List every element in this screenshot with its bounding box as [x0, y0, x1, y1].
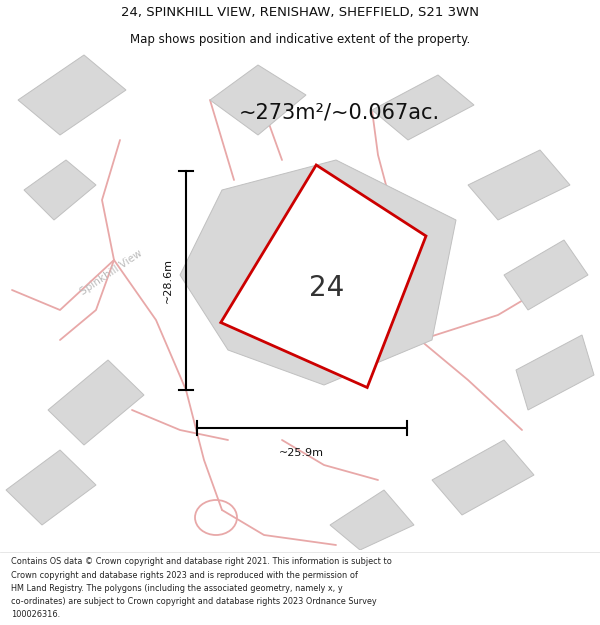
Polygon shape [24, 160, 96, 220]
Polygon shape [48, 360, 144, 445]
Text: ~273m²/~0.067ac.: ~273m²/~0.067ac. [238, 102, 440, 122]
Text: ~28.6m: ~28.6m [163, 258, 173, 303]
Text: 24, SPINKHILL VIEW, RENISHAW, SHEFFIELD, S21 3WN: 24, SPINKHILL VIEW, RENISHAW, SHEFFIELD,… [121, 6, 479, 19]
Polygon shape [468, 150, 570, 220]
Polygon shape [6, 450, 96, 525]
Text: Map shows position and indicative extent of the property.: Map shows position and indicative extent… [130, 32, 470, 46]
Text: HM Land Registry. The polygons (including the associated geometry, namely x, y: HM Land Registry. The polygons (includin… [11, 584, 343, 592]
Text: Spinkhill View: Spinkhill View [78, 248, 144, 297]
Polygon shape [180, 160, 456, 385]
Text: 100026316.: 100026316. [11, 610, 60, 619]
Text: Contains OS data © Crown copyright and database right 2021. This information is : Contains OS data © Crown copyright and d… [11, 558, 392, 566]
Text: Crown copyright and database rights 2023 and is reproduced with the permission o: Crown copyright and database rights 2023… [11, 571, 358, 579]
Polygon shape [516, 335, 594, 410]
Polygon shape [18, 55, 126, 135]
Polygon shape [221, 165, 426, 388]
Text: 24: 24 [310, 274, 344, 301]
Polygon shape [504, 240, 588, 310]
Polygon shape [432, 440, 534, 515]
Polygon shape [210, 65, 306, 135]
Polygon shape [330, 490, 414, 550]
Text: co-ordinates) are subject to Crown copyright and database rights 2023 Ordnance S: co-ordinates) are subject to Crown copyr… [11, 597, 376, 606]
Text: ~25.9m: ~25.9m [280, 449, 325, 459]
Polygon shape [372, 75, 474, 140]
